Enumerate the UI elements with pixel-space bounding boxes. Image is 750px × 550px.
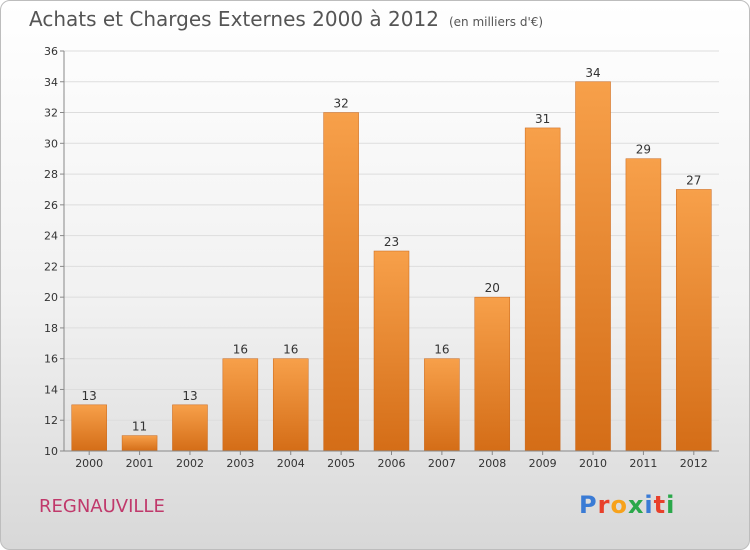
value-label-2008: 20 xyxy=(485,281,500,295)
bar-2009 xyxy=(524,127,561,452)
y-tick-label: 32 xyxy=(44,107,58,120)
y-tick-label: 12 xyxy=(44,414,58,427)
x-tick-label-2003: 2003 xyxy=(226,457,254,470)
x-tick-label-2009: 2009 xyxy=(529,457,557,470)
bar-2003 xyxy=(222,358,259,452)
x-tick-label-2010: 2010 xyxy=(579,457,607,470)
value-label-2010: 34 xyxy=(585,66,600,80)
y-tick-label: 20 xyxy=(44,291,58,304)
x-tick-label-2012: 2012 xyxy=(680,457,708,470)
chart-title: Achats et Charges Externes 2000 à 2012 (e… xyxy=(29,7,543,31)
x-tick-label-2001: 2001 xyxy=(126,457,154,470)
x-tick-label-2000: 2000 xyxy=(75,457,103,470)
logo-letter: x xyxy=(627,491,645,519)
y-tick-label: 16 xyxy=(44,353,58,366)
y-tick-label: 24 xyxy=(44,230,58,243)
commune-name: REGNAUVILLE xyxy=(39,496,165,517)
x-tick-label-2008: 2008 xyxy=(478,457,506,470)
y-tick-label: 28 xyxy=(44,168,58,181)
y-tick-label: 18 xyxy=(44,322,58,335)
bar-2011 xyxy=(625,158,662,452)
bar-2010 xyxy=(575,81,611,452)
chart-subtitle: (en milliers d'€) xyxy=(448,15,544,29)
bar-2000 xyxy=(71,404,107,452)
logo-letter: r xyxy=(597,491,611,519)
bar-2012 xyxy=(676,189,712,452)
x-tick-label-2006: 2006 xyxy=(378,457,406,470)
x-tick-label-2005: 2005 xyxy=(327,457,355,470)
labels: 13 11 13 16 16 32 23 16 20 31 34 29 27 xyxy=(82,66,702,434)
axes: 10 12 14 16 18 20 22 24 26 28 30 32 34 36 2000 2001 2002… xyxy=(44,45,719,470)
value-label-2002: 13 xyxy=(182,389,197,403)
x-tick-label-2007: 2007 xyxy=(428,457,456,470)
y-tick-label: 14 xyxy=(44,383,58,396)
y-tick-label: 10 xyxy=(44,445,58,458)
logo-letter: o xyxy=(610,491,628,519)
value-label-2011: 29 xyxy=(636,143,651,157)
chart-title-text: Achats et Charges Externes 2000 à 2012 xyxy=(29,7,439,31)
x-tick-label-2004: 2004 xyxy=(277,457,305,470)
bars xyxy=(71,81,712,452)
bar-2001 xyxy=(121,435,158,452)
y-tick-label: 34 xyxy=(44,76,58,89)
y-tick-label: 30 xyxy=(44,137,58,150)
value-label-2007: 16 xyxy=(434,343,449,357)
bar-2007 xyxy=(424,358,460,452)
logo-letter: t xyxy=(653,491,667,519)
proxiti-logo: Proxiti xyxy=(579,491,675,519)
y-tick-label: 26 xyxy=(44,199,58,212)
logo-letter: i xyxy=(644,491,654,519)
x-tick-label-2002: 2002 xyxy=(176,457,204,470)
value-label-2006: 23 xyxy=(384,235,399,249)
value-label-2009: 31 xyxy=(535,112,550,126)
bar-2006 xyxy=(373,250,410,452)
value-label-2003: 16 xyxy=(233,343,248,357)
bar-2004 xyxy=(272,358,309,452)
bar-2008 xyxy=(474,296,511,452)
logo-letter: i xyxy=(666,491,676,519)
bar-2005 xyxy=(323,112,359,452)
x-tick-label-2011: 2011 xyxy=(629,457,657,470)
value-label-2000: 13 xyxy=(82,389,97,403)
bar-2002 xyxy=(172,404,208,452)
value-label-2001: 11 xyxy=(132,420,147,434)
y-tick-label: 22 xyxy=(44,260,58,273)
value-label-2012: 27 xyxy=(686,173,701,187)
value-label-2004: 16 xyxy=(283,343,298,357)
y-tick-label: 36 xyxy=(44,45,58,58)
logo-letter: P xyxy=(579,491,598,519)
value-label-2005: 32 xyxy=(333,97,348,111)
